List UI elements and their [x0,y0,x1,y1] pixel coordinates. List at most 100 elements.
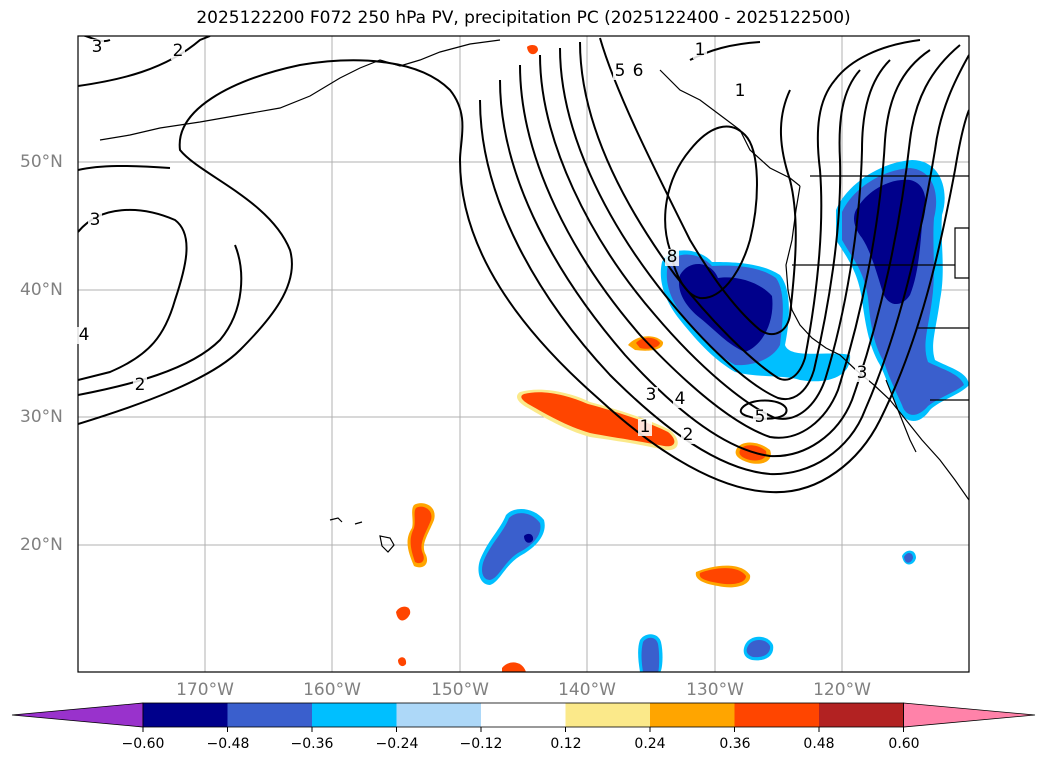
colorbar-tick-label: 0.12 [550,736,582,752]
pv-contour-trough-7 [579,41,836,381]
lat-label-50n: 50°N [20,152,63,172]
pv-contour-trough-4 [519,49,931,439]
lat-label-30n: 30°N [20,407,63,427]
colorbar-segment [565,703,651,727]
colorbar-frame [142,702,904,728]
pv-contour-west-loop [78,164,171,171]
pv-contour-west-2-top [78,36,211,87]
contour-label-bg [77,327,91,344]
contour-label-bg [665,249,679,266]
colorbar-arrow-max [903,702,1036,728]
lon-label-120w: 120°W [813,680,871,700]
positive-area-small-7 [527,45,538,55]
negative-area-hawaii-east-mid [482,513,541,580]
pv-contour-west-3-inner [78,208,188,381]
contour-label: 6 [633,61,644,81]
colorbar-segment [143,703,228,727]
coastline-alaska-panhandle [659,69,801,187]
lon-label-140w: 140°W [558,680,616,700]
negative-area-south-2-mid [746,640,771,658]
colorbar-segment [481,703,566,727]
colorbar [11,702,1036,732]
contour-label-bg [693,42,707,59]
pv-contour-trough-5 [539,54,891,420]
contour-label-bg [631,63,645,80]
positive-area-small-6 [502,662,526,672]
contour-label-bg [133,377,147,394]
contour-label: 3 [92,37,103,57]
colorbar-segment [312,703,397,727]
contour-label: 1 [695,40,706,60]
contour-label-bg [753,409,767,426]
contour-label: 5 [615,61,626,81]
contour-label: 2 [135,375,146,395]
map-frame [77,35,970,673]
colorbar-tick-label: −0.36 [290,736,334,752]
coastline-baja [885,379,917,453]
positive-precip-areas [396,45,771,672]
colorbar-tick-label: 0.48 [803,736,835,752]
colorbar-tick-label: −0.60 [121,736,165,752]
contour-label-bg [644,387,658,404]
coastline-hawaii [329,517,395,553]
negative-area-california-core [678,263,773,352]
contour-label: 1 [735,81,746,101]
pv-contour-west-2b [78,244,243,396]
pv-contours [78,36,969,494]
contour-label: 3 [857,363,868,383]
positive-area-small-3-core [699,568,746,585]
colorbar-tick-label: −0.24 [375,736,419,752]
lat-label-40n: 40°N [20,280,63,300]
colorbar-tick-label: −0.48 [206,736,250,752]
border-box [954,227,969,279]
colorbar-arrow-min [11,702,144,728]
contour-label: 3 [90,210,101,230]
contour-label: 2 [173,41,184,61]
contour-label: 1 [640,417,651,437]
pv-contour-ne-2 [834,39,921,81]
negative-area-south-1-mid [641,637,660,672]
negative-precip-areas [478,160,969,672]
contour-label-bg [88,212,102,229]
pv-contour-trough-8 [599,37,797,335]
lon-label-150w: 150°W [431,680,489,700]
pv-contour-trough-6 [559,47,861,401]
negative-area-baja-south-mid [904,552,913,563]
pv-contour-inner-ring [664,125,758,300]
lat-label-20n: 20°N [20,535,63,555]
contour-label: 8 [667,247,678,267]
contour-label-bg [638,419,652,436]
map-title: 2025122200 F072 250 hPa PV, precipitatio… [196,8,851,28]
contour-label: 4 [675,389,686,409]
lon-label-170w: 170°W [176,680,234,700]
pv-contour-west-2 [78,59,464,425]
negative-area-hawaii-east-core [524,533,534,543]
positive-area-subtropical-band-mid [521,392,675,447]
colorbar-segment [650,703,735,727]
positive-area-small-5 [398,657,407,667]
contour-label: 5 [755,407,766,427]
pv-contour-trough-2 [479,54,969,476]
negative-area-pacific-northwest-core [854,179,926,305]
colorbar-tick-label: 0.24 [634,736,666,752]
positive-area-small-4 [396,606,411,621]
colorbar-segment [819,703,904,727]
contour-label-bg [613,63,627,80]
contour-label: 4 [79,325,90,345]
pv-contour-trough-1 [459,109,969,494]
coastlines [99,39,969,553]
positive-area-hawaii-west-core [410,506,432,564]
coastline-aleutians [99,39,501,141]
contour-label: 2 [683,425,694,445]
colorbar-segment [227,703,313,727]
contour-label-bg [733,83,747,100]
pv-contour-trough-3 [499,44,961,458]
lon-label-160w: 160°W [303,680,361,700]
contour-label-bg [681,427,695,444]
contour-label: 3 [646,385,657,405]
colorbar-tick-label: −0.12 [459,736,503,752]
pv-contour-5-small [739,399,788,420]
lon-label-130w: 130°W [686,680,744,700]
